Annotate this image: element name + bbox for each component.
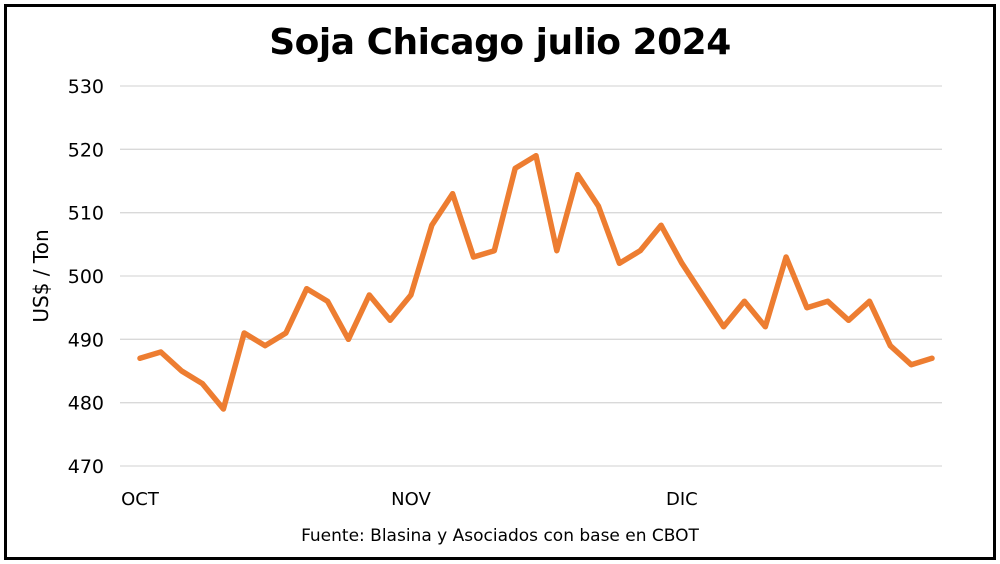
data-point — [179, 368, 185, 374]
x-tick-label-nov: NOV — [391, 489, 431, 510]
data-point — [700, 292, 706, 298]
y-tick-label: 510 — [68, 203, 104, 225]
data-point — [512, 165, 518, 171]
y-tick-label: 530 — [68, 76, 104, 98]
data-point — [825, 298, 831, 304]
data-point — [470, 254, 476, 260]
data-point — [616, 260, 622, 266]
data-point — [929, 355, 935, 361]
y-tick-labels: 470 480 490 500 510 520 530 — [68, 76, 104, 478]
chart-frame — [4, 4, 996, 560]
data-point — [408, 292, 414, 298]
data-point — [762, 324, 768, 330]
data-point — [866, 298, 872, 304]
gridlines — [120, 85, 942, 467]
data-point — [158, 349, 164, 355]
series-layer — [137, 152, 935, 412]
data-point — [658, 222, 664, 228]
data-point — [387, 317, 393, 323]
data-point — [637, 248, 643, 254]
data-point — [575, 172, 581, 178]
data-point — [429, 222, 435, 228]
x-tick-label-oct: OCT — [121, 489, 160, 510]
data-point — [783, 254, 789, 260]
data-point — [366, 292, 372, 298]
y-tick-label: 500 — [68, 266, 104, 288]
y-tick-label: 490 — [68, 329, 104, 351]
data-point — [200, 381, 206, 387]
y-tick-label: 520 — [68, 139, 104, 161]
data-point — [846, 317, 852, 323]
x-tick-label-dic: DIC — [666, 489, 698, 510]
y-axis-label: US$ / Ton — [29, 229, 53, 322]
data-point — [450, 191, 456, 197]
data-point — [283, 330, 289, 336]
data-point — [325, 298, 331, 304]
series-line-0 — [137, 152, 935, 412]
data-point — [679, 260, 685, 266]
data-point — [887, 343, 893, 349]
data-point — [491, 248, 497, 254]
data-point — [137, 355, 143, 361]
data-point — [304, 286, 310, 292]
data-point — [741, 298, 747, 304]
source-note: Fuente: Blasina y Asociados con base en … — [301, 526, 699, 546]
data-point — [220, 406, 226, 412]
data-point — [596, 203, 602, 209]
data-point — [262, 343, 268, 349]
data-point — [554, 248, 560, 254]
chart-title: Soja Chicago julio 2024 — [269, 22, 731, 63]
y-tick-label: 480 — [68, 393, 104, 415]
x-tick-labels: OCT NOV DIC — [121, 489, 698, 510]
data-point — [908, 362, 914, 368]
data-point — [533, 153, 539, 159]
data-point — [721, 324, 727, 330]
y-tick-label: 470 — [68, 456, 104, 478]
data-point — [804, 305, 810, 311]
data-point — [345, 336, 351, 342]
data-point — [241, 330, 247, 336]
